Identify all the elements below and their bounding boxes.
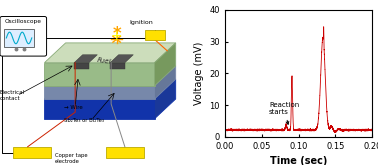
FancyBboxPatch shape <box>4 29 34 47</box>
Polygon shape <box>45 43 176 63</box>
Polygon shape <box>45 86 155 99</box>
Polygon shape <box>155 79 176 119</box>
Polygon shape <box>13 147 51 158</box>
Polygon shape <box>74 63 89 69</box>
Text: Copper tape
electrode: Copper tape electrode <box>55 153 88 164</box>
Polygon shape <box>110 55 133 63</box>
Text: Ignition: Ignition <box>129 20 153 25</box>
Polygon shape <box>45 99 155 119</box>
Text: Fuel: Fuel <box>97 57 112 65</box>
Text: *: * <box>112 25 121 43</box>
Text: Reaction
starts: Reaction starts <box>269 102 299 124</box>
Polygon shape <box>145 30 165 40</box>
Text: Oscilloscope: Oscilloscope <box>5 19 42 24</box>
Polygon shape <box>155 43 176 86</box>
X-axis label: Time (sec): Time (sec) <box>270 156 327 165</box>
Polygon shape <box>45 79 176 99</box>
Text: +: + <box>111 29 122 43</box>
Polygon shape <box>45 66 176 86</box>
Polygon shape <box>74 55 98 63</box>
Text: Electrical
contact: Electrical contact <box>0 90 25 101</box>
Y-axis label: Voltage (mV): Voltage (mV) <box>194 42 204 105</box>
Polygon shape <box>155 66 176 99</box>
Text: → Wire: → Wire <box>64 105 82 110</box>
Polygon shape <box>110 63 125 69</box>
Text: Sb₂Te₃ or Bi₂Te₃: Sb₂Te₃ or Bi₂Te₃ <box>64 118 104 123</box>
Polygon shape <box>106 147 144 158</box>
FancyBboxPatch shape <box>0 16 46 56</box>
Polygon shape <box>45 63 155 86</box>
